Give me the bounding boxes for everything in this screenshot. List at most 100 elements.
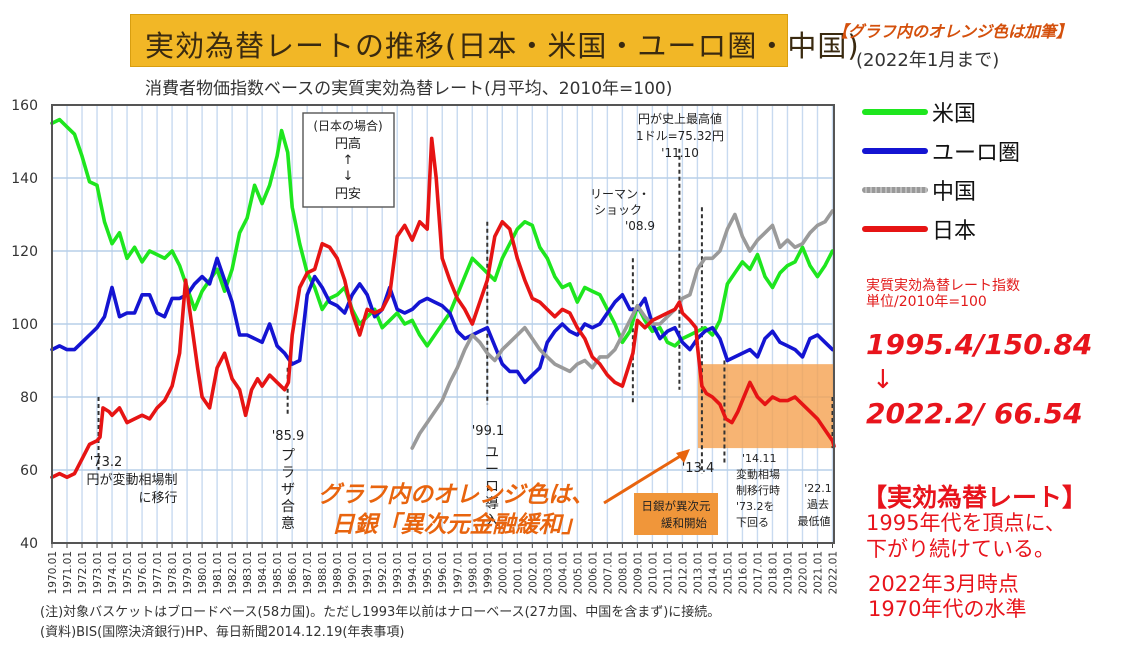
x-tick-label: 2012.01	[677, 551, 689, 594]
x-tick-label: 2017.01	[752, 551, 764, 594]
event-9901-text: 入	[485, 513, 499, 529]
x-tick-label: 1972.01	[77, 551, 89, 594]
series-lines	[50, 117, 836, 480]
x-tick-label: 2006.01	[587, 551, 599, 594]
x-tick-label: 2005.01	[572, 551, 584, 594]
event-2201-date: '22.1	[804, 482, 832, 495]
x-tick-label: 1985.01	[272, 551, 284, 594]
index-unit-line2: 単位/2010年=100	[866, 294, 987, 310]
boj-easing-box	[634, 493, 718, 535]
yen-box-weak: 円安	[335, 187, 361, 202]
chart-title: 実効為替レートの推移(日本・米国・ユーロ圏・中国)	[145, 29, 860, 63]
x-tick-label: 1974.01	[107, 551, 119, 594]
orange-addition-note: 【グラフ内のオレンジ色は加筆】	[832, 22, 1073, 41]
x-tick-label: 2013.01	[692, 551, 704, 594]
y-tick-label: 160	[11, 98, 38, 114]
x-tick-label: 1979.01	[182, 551, 194, 594]
legend-label-euro: ユーロ圏	[932, 140, 1021, 166]
x-tick-label: 1997.01	[452, 551, 464, 594]
index-unit-line1: 実質実効為替レート指数	[866, 278, 1020, 294]
event-2201-text1: 過去	[807, 498, 829, 511]
yen-box-header: (日本の場合)	[313, 118, 382, 133]
event-1411-text3: '73.2を	[736, 500, 775, 513]
x-tick-label: 2007.01	[602, 551, 614, 594]
y-tick-label: 60	[20, 463, 38, 479]
x-tick-label: 1984.01	[257, 551, 269, 594]
x-tick-label: 1986.01	[287, 551, 299, 594]
legend-swatch-china	[862, 186, 928, 193]
x-tick-label: 2002.01	[527, 551, 539, 594]
x-tick-label: 2000.01	[497, 551, 509, 594]
x-tick-label: 2001.01	[512, 551, 524, 594]
event-1411-date: '14.11	[742, 452, 777, 465]
x-tick-label: 1976.01	[137, 551, 149, 594]
event-1110-text2: 1ドル=75.32円	[636, 129, 724, 143]
y-tick-label: 80	[20, 390, 38, 406]
event-1304-date: '13.4	[682, 461, 715, 476]
event-0809-date: '08.9	[625, 219, 655, 233]
x-tick-label: 1994.01	[407, 551, 419, 594]
event-9901-text: 導	[485, 496, 499, 512]
legend-swatch-us	[862, 108, 928, 115]
event-0809-text2: ショック	[594, 203, 642, 217]
footnote: (注)対象バスケットはブロードベース(58カ国)。ただし1993年以前はナローベ…	[40, 603, 720, 643]
yen-direction-box	[302, 112, 395, 208]
x-tick-label: 2008.01	[617, 551, 629, 594]
y-tick-label: 120	[11, 244, 38, 260]
x-tick-label: 1973.01	[92, 551, 104, 594]
y-tick-label: 140	[11, 171, 38, 187]
legend-item-euro: ユーロ圏	[862, 131, 1020, 170]
x-tick-label: 1983.01	[242, 551, 254, 594]
event-7302-date: '73.2	[90, 455, 123, 470]
event-9901-date: '99.1	[472, 424, 505, 439]
y-tick-label: 100	[11, 317, 38, 333]
legend-item-china: 中国	[862, 170, 1020, 209]
legend-label-china: 中国	[932, 179, 977, 205]
x-tick-label: 1991.01	[362, 551, 374, 594]
x-tick-label: 2015.01	[722, 551, 734, 594]
event-7302-text2: に移行	[138, 491, 177, 506]
boj-box-line1: 日銀が異次元	[642, 499, 711, 513]
event-9901-text: ユ	[485, 445, 499, 461]
period-note: (2022年1月まで)	[856, 50, 1000, 71]
x-tick-label: 1975.01	[122, 551, 134, 594]
event-1411-text2: 制移行時	[736, 484, 780, 497]
x-tick-label: 2016.01	[737, 551, 749, 594]
callout-arrow-head-icon	[676, 449, 690, 463]
x-tick-label: 2010.01	[647, 551, 659, 594]
plot-frame	[51, 104, 835, 544]
series-line-china	[410, 209, 835, 450]
x-tick-label: 1970.01	[47, 551, 59, 594]
x-tick-label: 2020.01	[797, 551, 809, 594]
x-tick-label: 1998.01	[467, 551, 479, 594]
x-tick-label: 1982.01	[227, 551, 239, 594]
x-tick-label: 2004.01	[557, 551, 569, 594]
series-line-japan	[50, 136, 836, 480]
x-tick-label: 2019.01	[782, 551, 794, 594]
footnote-source: (資料)BIS(国際決済銀行)HP、毎日新聞2014.12.19(年表事項)	[40, 625, 405, 640]
x-tick-label: 1978.01	[167, 551, 179, 594]
event-8509-text: ザ	[281, 482, 295, 498]
callout-arrow-line	[603, 453, 683, 505]
x-tick-label: 1971.01	[62, 551, 74, 594]
down-arrow-icon: ↓	[872, 365, 894, 395]
event-1411-text1: 変動相場	[736, 467, 780, 481]
x-tick-label: 1990.01	[347, 551, 359, 594]
legend-item-japan: 日本	[862, 209, 1020, 248]
x-tick-label: 1977.01	[152, 551, 164, 594]
x-tick-label: 1981.01	[212, 551, 224, 594]
x-tick-label: 2021.01	[812, 551, 824, 594]
boj-easing-highlight	[697, 364, 834, 449]
event-9901-text: ロ	[485, 479, 499, 495]
x-tick-label: 2009.01	[632, 551, 644, 594]
yen-box-up-arrow-icon: ↑	[343, 153, 354, 168]
legend-label-japan: 日本	[932, 218, 977, 244]
event-9901-text: ー	[485, 462, 499, 478]
event-2201-text2: 最低値	[798, 515, 831, 528]
yen-box-strong: 円高	[335, 136, 361, 152]
event-8509-text: プ	[281, 448, 295, 464]
series-line-euro	[50, 256, 835, 385]
x-tick-label: 2011.01	[662, 551, 674, 594]
x-tick-label: 2003.01	[542, 551, 554, 594]
x-tick-label: 1989.01	[332, 551, 344, 594]
